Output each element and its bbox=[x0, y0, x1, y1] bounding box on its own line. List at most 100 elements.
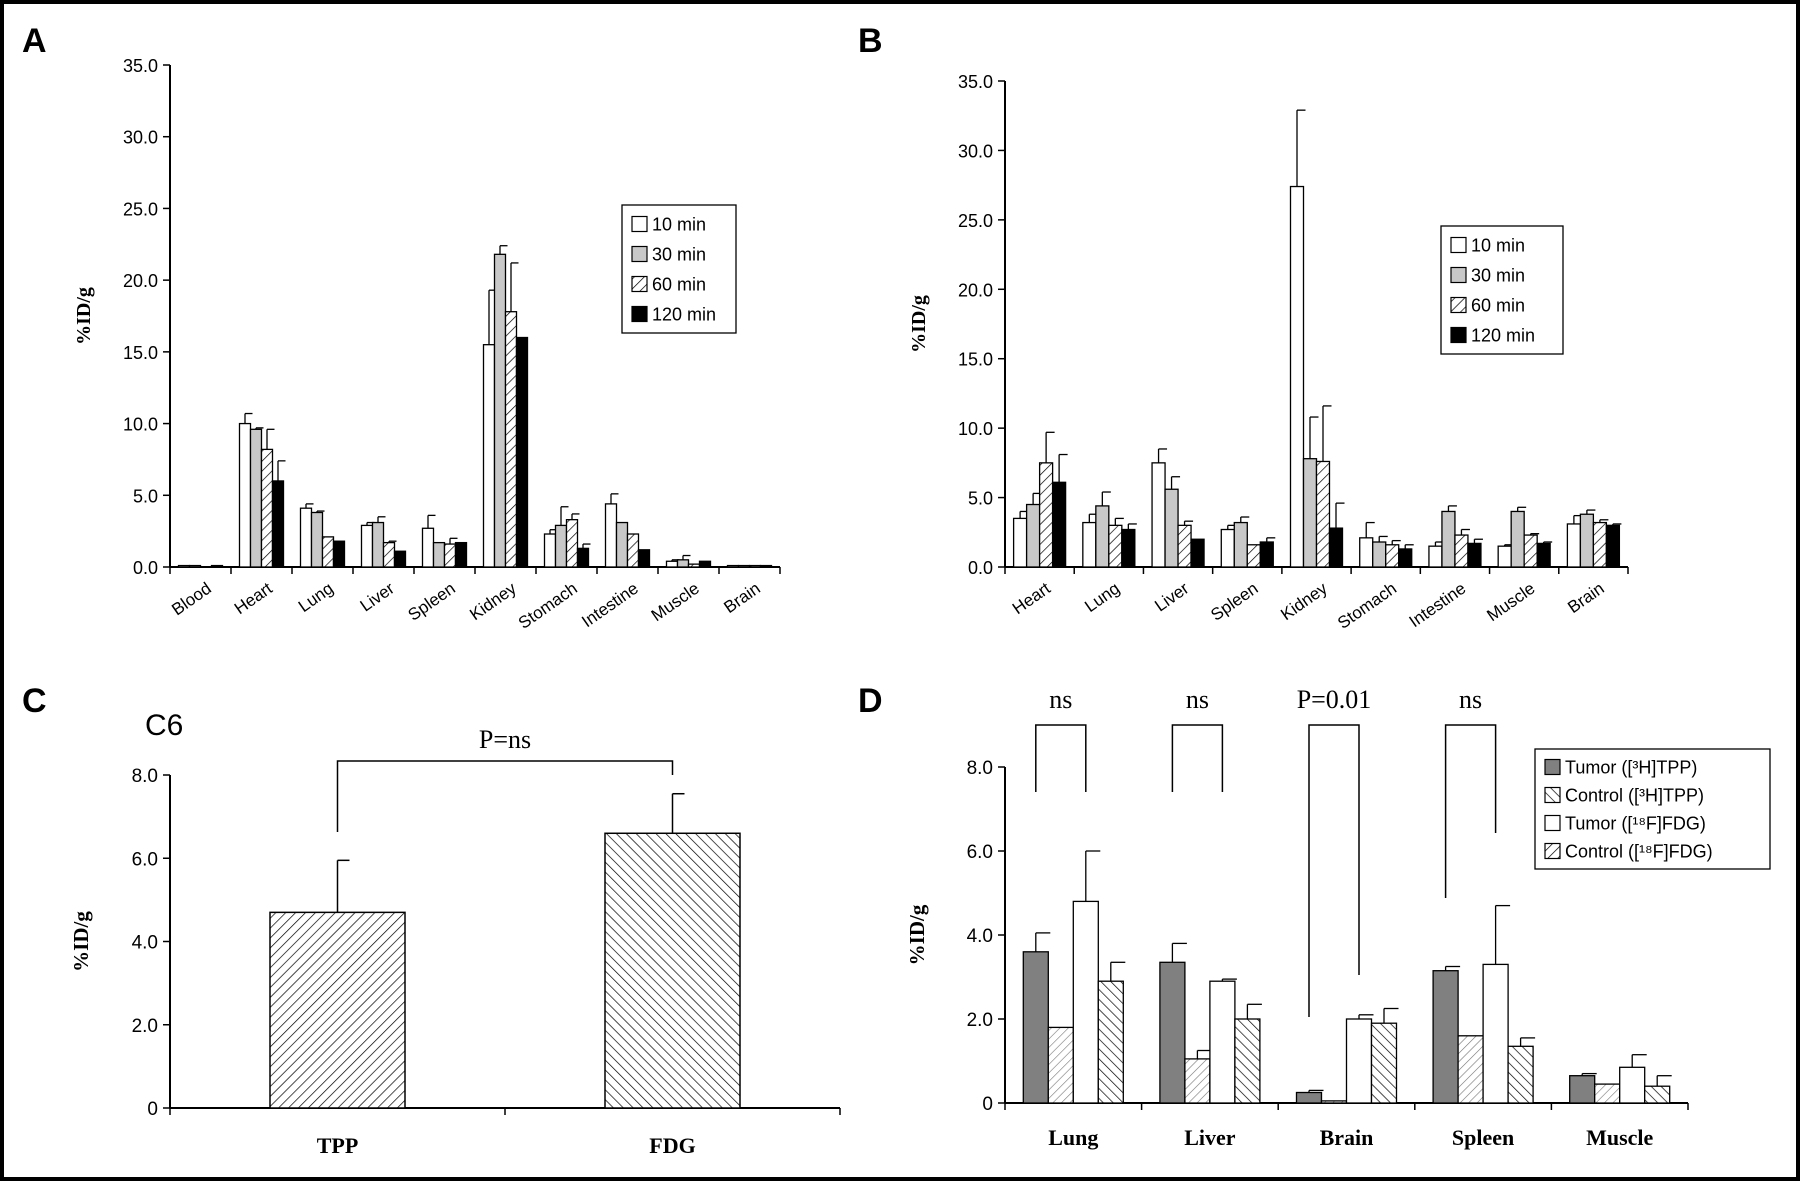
chart-a-x-tick-label-lung: Lung bbox=[295, 579, 337, 616]
chart-d-bar-muscle-control-f-fdg bbox=[1644, 1085, 1671, 1104]
chart-d-bar-brain-tumor-h-tpp bbox=[1295, 1091, 1323, 1104]
chart-b-legend-label-120-min: 120 min bbox=[1471, 326, 1535, 346]
chart-b-y-tick-label: 10.0 bbox=[958, 419, 993, 439]
chart-b-y-tick-label: 0.0 bbox=[968, 558, 993, 578]
chart-c-comparison-bracket bbox=[336, 760, 674, 832]
chart-b-bar-liver-120-min bbox=[1190, 538, 1205, 568]
chart-d-y-tick-label: 0 bbox=[982, 1094, 993, 1115]
chart-d: 0 2.0 4.0 6.0 8.0 %ID/g Lung Liver Brain Spleen Mu… bbox=[905, 685, 1771, 1150]
chart-a-x-tick-label-spleen: Spleen bbox=[405, 579, 459, 625]
chart-b-legend-swatch-10-min bbox=[1450, 236, 1467, 254]
chart-a-bar-heart-60-min bbox=[260, 448, 274, 568]
chart-b-x-tick-label-brain: Brain bbox=[1564, 579, 1607, 617]
chart-a: 0.0 5.0 10.0 15.0 20.0 25.0 30.0 35.0 %ID/g Blood… bbox=[73, 56, 781, 633]
chart-d-bar-lung-tumor-h-tpp bbox=[1022, 951, 1049, 1104]
chart-d-comparison-label: P=0.01 bbox=[1297, 685, 1372, 714]
chart-d-bar-muscle-control-h-tpp bbox=[1594, 1083, 1621, 1104]
chart-d-comparison-label: ns bbox=[1186, 685, 1209, 714]
chart-b-bar-liver-10-min bbox=[1151, 462, 1166, 568]
chart-a-bar-spleen-30-min bbox=[432, 541, 446, 568]
chart-c-x-tick-label-fdg: FDG bbox=[649, 1133, 695, 1158]
chart-b-bar-stomach-120-min bbox=[1398, 548, 1413, 568]
chart-b: 0.0 5.0 10.0 15.0 20.0 25.0 30.0 35.0 %ID/g Heart… bbox=[908, 72, 1629, 633]
chart-b-bar-brain-10-min bbox=[1566, 523, 1582, 568]
chart-b-x-tick-label-spleen: Spleen bbox=[1207, 579, 1261, 625]
chart-d-bar-brain-control-h-tpp bbox=[1320, 1100, 1348, 1104]
chart-a-bar-kidney-10-min bbox=[482, 344, 496, 568]
chart-b-bar-kidney-30-min bbox=[1302, 458, 1318, 568]
chart-a-bar-intestine-60-min bbox=[626, 533, 640, 568]
chart-a-bar-heart-120-min bbox=[271, 480, 285, 568]
chart-d-x-tick-label-lung: Lung bbox=[1048, 1125, 1098, 1150]
chart-a-y-tick-label: 20.0 bbox=[123, 271, 158, 291]
chart-b-bar-muscle-60-min bbox=[1523, 534, 1538, 568]
chart-a-x-tick-label-blood: Blood bbox=[168, 579, 215, 620]
chart-b-bar-intestine-10-min bbox=[1428, 545, 1443, 568]
panel-letter-c: C bbox=[22, 682, 47, 720]
chart-a-y-tick-label: 5.0 bbox=[133, 486, 158, 506]
chart-a-bar-intestine-10-min bbox=[604, 503, 618, 568]
chart-b-bar-lung-10-min bbox=[1082, 521, 1097, 568]
chart-a-legend-label-120-min: 120 min bbox=[652, 305, 716, 325]
chart-c-bar-tpp bbox=[269, 911, 406, 1109]
chart-b-x-tick-label-intestine: Intestine bbox=[1406, 579, 1470, 631]
chart-a-bar-muscle-10-min bbox=[665, 560, 679, 568]
chart-a-bar-heart-30-min bbox=[249, 428, 263, 568]
chart-b-x-tick-label-stomach: Stomach bbox=[1334, 579, 1400, 633]
chart-b-legend-label-10-min: 10 min bbox=[1471, 236, 1525, 256]
chart-a-bar-kidney-120-min bbox=[515, 336, 529, 568]
chart-b-legend-label-60-min: 60 min bbox=[1471, 296, 1525, 316]
chart-d-bar-spleen-tumor-f-fdg bbox=[1482, 963, 1509, 1104]
chart-b-y-tick-label: 20.0 bbox=[958, 280, 993, 300]
chart-b-bar-heart-60-min bbox=[1038, 462, 1054, 568]
chart-a-x-tick-label-brain: Brain bbox=[720, 579, 763, 617]
chart-a-x-tick-label-kidney: Kidney bbox=[466, 578, 520, 624]
chart-d-comparison-bracket bbox=[1035, 724, 1087, 792]
chart-b-y-tick-label: 30.0 bbox=[958, 141, 993, 161]
chart-b-legend-swatch-60-min bbox=[1450, 296, 1467, 314]
chart-b-bar-kidney-10-min bbox=[1289, 185, 1305, 568]
chart-a-bar-stomach-10-min bbox=[543, 533, 557, 568]
chart-d-bar-liver-control-h-tpp bbox=[1184, 1058, 1211, 1104]
chart-a-bar-kidney-60-min bbox=[504, 311, 518, 568]
chart-a-bar-stomach-60-min bbox=[565, 519, 579, 568]
chart-a-bar-blood-10-min bbox=[177, 564, 191, 568]
chart-b-bar-muscle-10-min bbox=[1497, 545, 1512, 568]
chart-a-legend-label-10-min: 10 min bbox=[652, 215, 706, 235]
chart-a-y-tick-label: 0.0 bbox=[133, 558, 158, 578]
chart-d-bar-muscle-tumor-h-tpp bbox=[1569, 1075, 1596, 1104]
chart-b-x-tick-label-liver: Liver bbox=[1151, 579, 1192, 616]
chart-a-bar-lung-10-min bbox=[299, 507, 313, 568]
chart-a-legend-label-30-min: 30 min bbox=[652, 245, 706, 265]
chart-a-bar-spleen-60-min bbox=[443, 543, 457, 568]
chart-d-bar-liver-tumor-f-fdg bbox=[1209, 980, 1236, 1104]
chart-b-bar-kidney-120-min bbox=[1328, 527, 1344, 568]
chart-c-bar-fdg bbox=[604, 832, 741, 1109]
chart-c-y-tick-label: 2.0 bbox=[132, 1016, 158, 1037]
chart-a-bar-liver-30-min bbox=[371, 521, 385, 568]
chart-c-y-tick-label: 6.0 bbox=[132, 849, 158, 870]
chart-b-y-tick-label: 15.0 bbox=[958, 350, 993, 370]
chart-d-y-tick-label: 2.0 bbox=[967, 1010, 993, 1031]
chart-c-y-axis-label: %ID/g bbox=[69, 911, 93, 972]
chart-d-bar-spleen-control-h-tpp bbox=[1457, 1035, 1484, 1104]
chart-a-legend-swatch-60-min bbox=[631, 275, 648, 293]
chart-d-y-tick-label: 4.0 bbox=[967, 926, 993, 947]
panel-letter-b: B bbox=[858, 22, 883, 60]
chart-b-bar-brain-60-min bbox=[1592, 521, 1608, 568]
chart-a-bar-blood-30-min bbox=[188, 564, 202, 568]
chart-a-bar-heart-10-min bbox=[238, 422, 252, 568]
chart-b-x-tick-label-heart: Heart bbox=[1009, 579, 1054, 619]
chart-b-bar-muscle-120-min bbox=[1536, 542, 1551, 568]
chart-d-legend-label-tumor-f-fdg: Tumor ([¹⁸F]FDG) bbox=[1565, 814, 1706, 834]
chart-b-bar-stomach-60-min bbox=[1385, 544, 1400, 568]
chart-b-bar-intestine-120-min bbox=[1467, 542, 1482, 568]
chart-b-x-tick-label-muscle: Muscle bbox=[1483, 579, 1538, 625]
chart-a-bar-lung-120-min bbox=[332, 540, 346, 568]
chart-a-bar-blood-120-min bbox=[210, 564, 224, 568]
chart-b-bar-liver-60-min bbox=[1177, 524, 1192, 568]
chart-c-y-tick-label: 0 bbox=[147, 1099, 158, 1120]
chart-b-bar-stomach-30-min bbox=[1372, 541, 1387, 568]
